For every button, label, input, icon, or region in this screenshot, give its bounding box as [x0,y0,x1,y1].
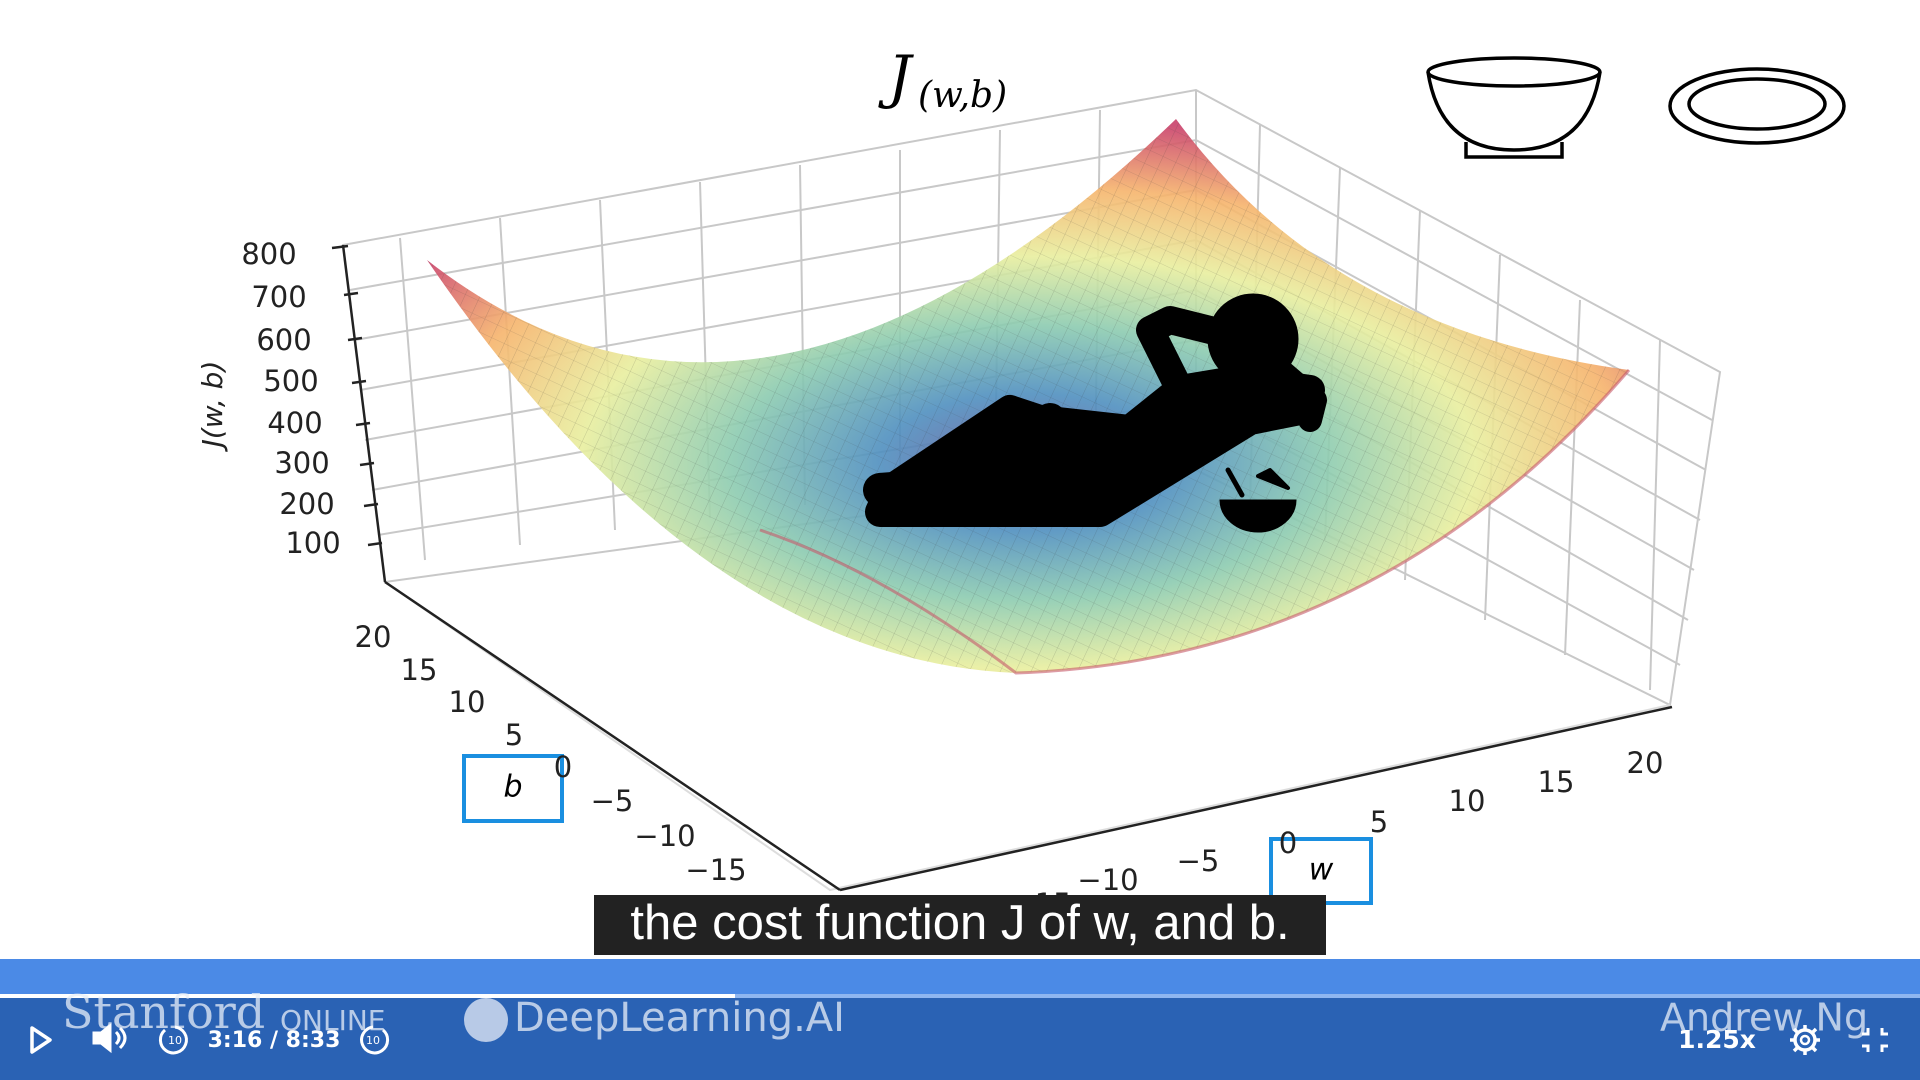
deeplearning-logo [464,998,508,1042]
w-tick-label: −5 [1177,844,1220,878]
b-tick-label: 5 [505,718,523,752]
settings-button[interactable] [1790,1025,1820,1055]
z-tick-label: 400 [267,406,322,440]
w-tick-label: 20 [1627,746,1664,780]
w-tick-label: 0 [1279,826,1297,860]
surface-front-edge [759,369,1631,675]
skip-forward-button[interactable]: 10 [360,1025,390,1055]
z-axis-label: J(w, b) [196,361,229,453]
speed-button[interactable]: 1.25x [1678,1025,1756,1054]
b-highlight-box [462,754,564,823]
b-tick-label: 10 [449,685,486,719]
caption-background [594,895,1326,955]
play-button[interactable] [30,1026,52,1054]
b-tick-label: 20 [355,620,392,654]
b-tick-label: −5 [591,784,634,818]
plot-title: J [878,43,914,111]
z-tick-label: 100 [285,526,340,560]
w-tick-label: 15 [1538,765,1575,799]
axes [331,244,1673,892]
watermark-deeplearning: DeepLearning.AI [514,995,845,1041]
skip-back-label: 10 [168,1034,182,1047]
bowl-icon [1426,56,1602,159]
plate-icon [1668,67,1846,145]
volume-button[interactable] [92,1022,127,1054]
z-tick-label: 600 [256,323,311,357]
z-tick-label: 800 [241,237,296,271]
z-tick-label: 200 [279,487,334,521]
w-tick-label: −10 [1077,863,1138,897]
progress-buffered [0,994,1920,998]
z-tick-label: 500 [263,364,318,398]
w-tick-label: 5 [1370,805,1388,839]
b-tick-label: 15 [401,653,438,687]
time-display: 3:16 / 8:33 [208,1028,341,1053]
w-box-label: w [1309,853,1334,888]
z-tick-label: 700 [251,280,306,314]
b-tick-label: −10 [634,819,695,853]
b-box-label: b [503,770,522,805]
plot-title-subscript: (w,b) [918,75,1007,116]
z-tick-label: 300 [274,446,329,480]
skip-back-button[interactable]: 10 [158,1025,188,1055]
surface-mesh [427,119,1629,673]
b-tick-label: 0 [554,750,572,784]
w-tick-label: 10 [1449,784,1486,818]
watermark-author: Andrew Ng [1660,996,1868,1040]
person-icon [863,293,1327,533]
skip-forward-label: 10 [366,1034,380,1047]
fullscreen-button[interactable] [1862,1028,1888,1052]
watermark-online: ONLINE [280,1004,385,1037]
progress-track[interactable] [0,959,1920,996]
progress-played [0,994,735,998]
caption: the cost function J of w, and b. [630,896,1289,950]
b-tick-label: −15 [685,853,746,887]
